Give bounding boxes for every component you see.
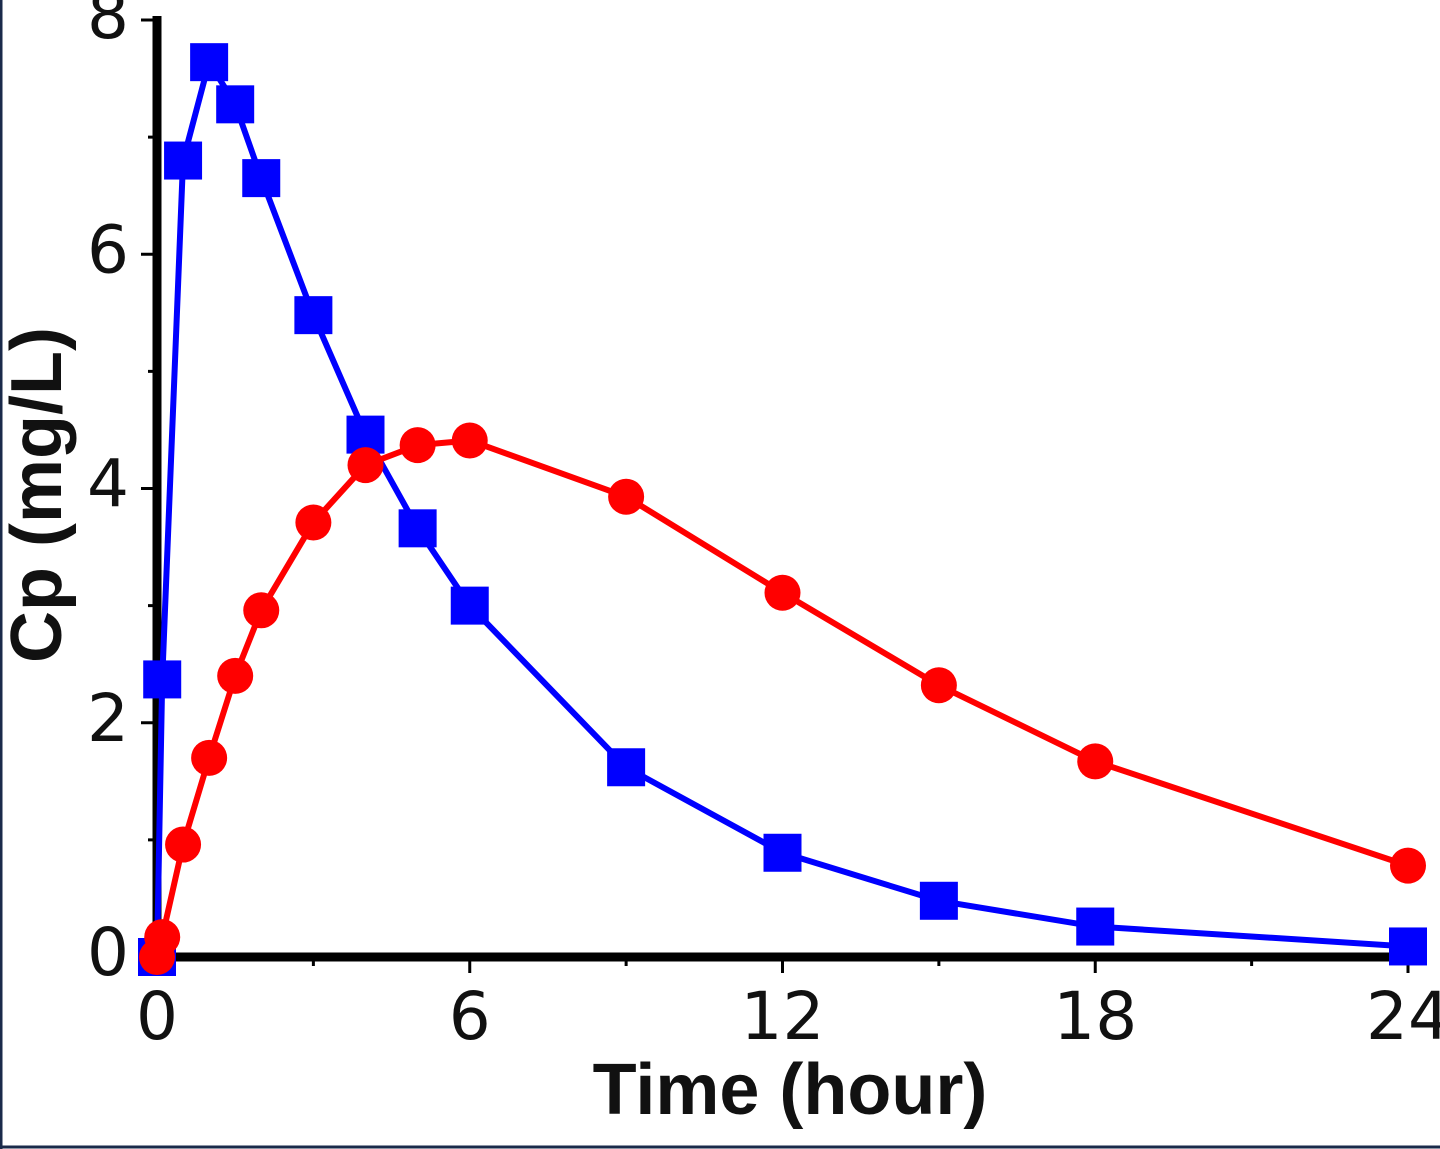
x-tick-label: 6 bbox=[449, 978, 491, 1055]
x-tick-label: 24 bbox=[1366, 978, 1440, 1055]
marker bbox=[920, 667, 957, 704]
marker bbox=[144, 919, 181, 956]
marker bbox=[295, 504, 332, 541]
marker bbox=[347, 447, 384, 484]
marker bbox=[294, 296, 333, 335]
y-tick-label: 2 bbox=[87, 680, 129, 757]
marker bbox=[1390, 847, 1426, 884]
y-tick-label: 6 bbox=[87, 211, 129, 288]
marker bbox=[143, 660, 182, 699]
marker bbox=[398, 509, 437, 548]
y-tick-label: 4 bbox=[87, 446, 129, 523]
marker bbox=[1077, 743, 1114, 780]
marker bbox=[216, 85, 255, 124]
y-axis-label: Cp (mg/L) bbox=[0, 327, 77, 663]
marker bbox=[451, 422, 488, 459]
marker bbox=[764, 574, 801, 611]
marker bbox=[165, 826, 202, 863]
marker bbox=[399, 427, 436, 464]
marker bbox=[243, 592, 280, 629]
marker bbox=[763, 833, 802, 872]
marker bbox=[217, 657, 254, 694]
marker bbox=[164, 141, 203, 180]
marker bbox=[242, 159, 281, 198]
y-tick-label: 0 bbox=[87, 914, 129, 991]
marker bbox=[608, 478, 645, 515]
marker bbox=[919, 881, 958, 920]
marker bbox=[1076, 907, 1115, 946]
marker bbox=[190, 43, 229, 82]
y-tick-label: 8 bbox=[87, 0, 129, 54]
x-tick-label: 0 bbox=[136, 978, 178, 1055]
marker bbox=[450, 586, 489, 625]
x-axis-label: Time (hour) bbox=[593, 1050, 988, 1130]
marker bbox=[607, 748, 646, 787]
x-tick-label: 12 bbox=[741, 978, 825, 1055]
x-tick-label: 18 bbox=[1053, 978, 1137, 1055]
marker bbox=[1389, 927, 1427, 966]
marker bbox=[191, 739, 228, 776]
